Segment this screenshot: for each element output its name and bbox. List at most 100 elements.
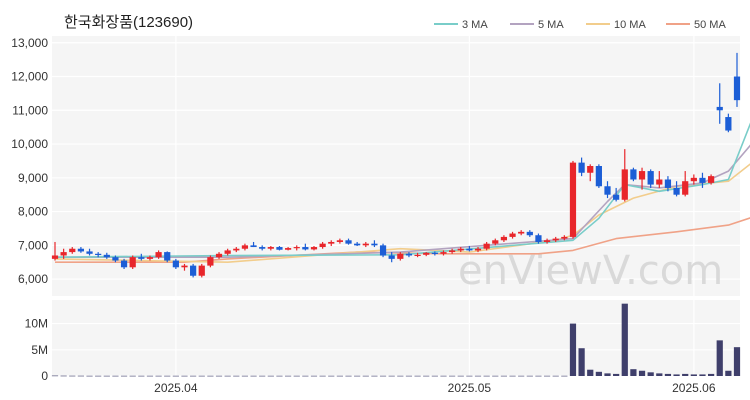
- candle-body: [699, 177, 706, 183]
- candle-body: [354, 243, 361, 246]
- candle-body: [509, 233, 516, 237]
- price-tick-label: 12,000: [11, 70, 48, 84]
- price-tick-label: 7,000: [18, 238, 48, 252]
- volume-bar: [440, 375, 447, 377]
- candle-body: [595, 166, 602, 187]
- candle-body: [483, 243, 490, 249]
- volume-bar: [310, 375, 318, 377]
- candle-body: [397, 253, 404, 259]
- volume-bar: [267, 375, 274, 377]
- candle-body: [526, 231, 533, 236]
- volume-bar: [604, 373, 611, 376]
- candle-body: [716, 106, 723, 111]
- volume-bar: [673, 374, 680, 376]
- candle-body: [543, 240, 551, 242]
- candle-body: [95, 253, 102, 255]
- volume-bar: [224, 375, 231, 377]
- candle-body: [474, 248, 482, 251]
- volume-bar: [354, 375, 361, 377]
- candle-body: [181, 265, 188, 268]
- volume-bar: [509, 375, 516, 377]
- candles: [51, 52, 741, 278]
- volume-bar: [112, 375, 119, 377]
- volume-bar: [155, 375, 162, 377]
- candle-body: [414, 254, 421, 257]
- volume-bar: [86, 375, 93, 377]
- volume-bar: [77, 375, 85, 377]
- volume-bar: [569, 323, 577, 376]
- price-tick-label: 6,000: [18, 272, 48, 286]
- volume-bar: [535, 375, 542, 377]
- volume-bar: [328, 375, 335, 377]
- volume-bar: [336, 375, 343, 377]
- legend-label: 50 MA: [694, 19, 726, 31]
- volume-bar: [474, 375, 482, 377]
- candle-body: [423, 252, 430, 255]
- candle-body: [224, 250, 231, 254]
- candle-body: [241, 245, 249, 249]
- candle-body: [664, 179, 672, 188]
- candle-body: [190, 265, 197, 276]
- volume-bar: [595, 371, 602, 376]
- candle-body: [466, 248, 473, 251]
- candle-body: [207, 257, 214, 266]
- candle-body: [578, 162, 585, 173]
- candle-body: [405, 253, 413, 256]
- candle-body: [86, 251, 93, 254]
- volume-bar: [431, 375, 438, 377]
- candle-body: [69, 248, 76, 253]
- volume-bar: [138, 375, 145, 377]
- price-tick-label: 9,000: [18, 171, 48, 185]
- volume-bar: [345, 375, 352, 377]
- candle-body: [198, 265, 205, 276]
- volume-bar: [733, 347, 741, 376]
- candle-body: [518, 231, 525, 234]
- candle-body: [379, 245, 387, 256]
- candle-body: [129, 257, 136, 268]
- volume-bar: [518, 375, 525, 377]
- candle-body: [77, 248, 85, 252]
- price-tick-label: 10,000: [11, 137, 48, 151]
- watermark: enViewV.com: [458, 248, 723, 294]
- candle-body: [328, 241, 335, 244]
- volume-bar: [656, 373, 663, 376]
- volume-bar: [664, 373, 672, 376]
- volume-axis: 0 5M 10M: [25, 317, 49, 383]
- chart-title: 한국화장품(123690): [64, 14, 193, 31]
- volume-bar: [190, 375, 197, 377]
- candle-body: [345, 240, 352, 244]
- volume-bar: [259, 375, 266, 377]
- volume-bar: [423, 375, 430, 377]
- price-tick-label: 11,000: [12, 103, 48, 117]
- candle-body: [250, 245, 257, 248]
- price-axis: 6,000 7,000 8,000 9,000 10,000 11,000 12,000 13…: [11, 36, 48, 286]
- volume-bar: [457, 375, 464, 377]
- volume-bar: [578, 348, 585, 376]
- candle-body: [336, 240, 343, 242]
- candle-body: [638, 171, 646, 180]
- volume-bar: [207, 375, 214, 377]
- volume-bar: [181, 375, 188, 377]
- candle-body: [319, 243, 326, 248]
- volume-bar: [60, 375, 67, 377]
- candle-body: [112, 257, 119, 261]
- candle-body: [604, 186, 611, 195]
- volume-bar: [543, 375, 551, 377]
- candle-body: [707, 176, 715, 183]
- candle-body: [293, 247, 300, 249]
- volume-bar: [449, 375, 456, 377]
- volume-bar: [500, 375, 508, 377]
- volume-bar: [103, 375, 110, 377]
- legend-label: 5 MA: [538, 19, 564, 31]
- candle-body: [492, 240, 499, 244]
- volume-bar: [69, 375, 76, 377]
- candle-body: [587, 166, 594, 173]
- candle-body: [120, 260, 128, 268]
- candle-body: [302, 247, 309, 250]
- volume-bar: [552, 375, 559, 377]
- candle-body: [569, 162, 577, 237]
- volume-bar: [466, 375, 473, 377]
- volume-bar: [95, 375, 102, 377]
